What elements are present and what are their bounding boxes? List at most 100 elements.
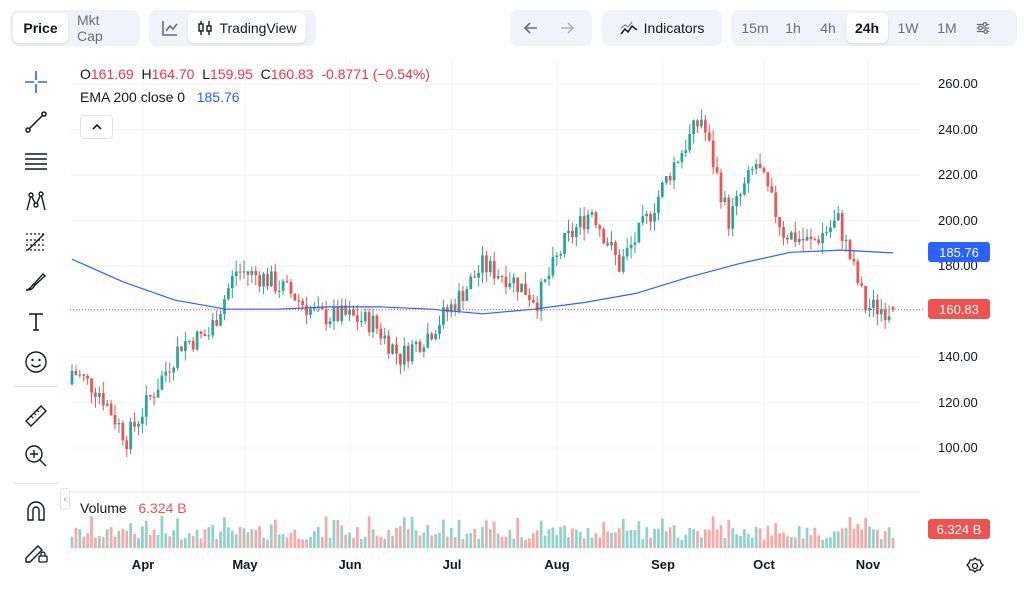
candle-body [477,272,480,278]
volume-bar [524,539,527,548]
trend-line-tool[interactable] [18,104,54,140]
volume-bar [723,537,727,548]
timeframe-4h[interactable]: 4h [820,20,836,36]
price-tab[interactable]: Price [13,13,68,43]
emoji-tool[interactable] [18,344,54,380]
timeframe-1h[interactable]: 1h [785,20,801,36]
time-tick-label: Apr [131,557,155,572]
timeframe-1m[interactable]: 1M [937,20,957,36]
candle-body [860,283,864,286]
volume-bar [574,529,578,548]
volume-bar [598,537,602,548]
candle-body [817,239,821,244]
candle-body [434,333,437,340]
volume-bar [547,529,551,548]
text-tool[interactable] [18,304,54,340]
volume-bar [680,539,684,548]
candle-body [246,271,250,275]
volume-bar [137,538,140,548]
volume-bar [168,536,172,548]
volume-bar [211,524,215,548]
volume-bar [715,529,719,548]
candle-body [297,300,301,302]
arrow-left-icon [523,22,537,34]
indicators-button[interactable]: Indicators [605,13,719,43]
candle-body [457,290,461,312]
candle-body [625,248,629,257]
crosshair-tool[interactable] [18,64,54,100]
candle-body [766,172,770,187]
candle-body [891,306,895,310]
arrow-right-icon [561,22,575,34]
volume-bar [520,537,523,548]
candle-body [868,307,871,311]
volume-bar [504,536,508,548]
collapse-legend-button[interactable] [80,115,113,139]
volume-bar [359,538,363,548]
magnet-tool[interactable] [18,494,54,530]
zoom-in-tool[interactable] [18,438,54,474]
volume-bar [442,519,445,548]
volume-bar [688,527,692,548]
candle-body [864,285,868,311]
undo-button[interactable] [513,13,549,43]
candle-body [348,309,351,315]
volume-bar [559,527,563,548]
pattern-tool[interactable] [18,184,54,220]
volume-bar [551,527,555,548]
candle-body [453,304,457,312]
ruler-tool[interactable] [18,398,54,434]
volume-bar [113,536,117,548]
candle-body [805,236,809,241]
ema-legend[interactable]: EMA 200 close 0 185.76 [80,89,240,105]
line-chart-button[interactable] [152,13,188,43]
fib-retracement-tool[interactable] [18,224,54,260]
undo-redo-group [510,10,592,46]
candle-body [473,276,477,278]
candle-body [664,176,668,183]
candle-body [676,161,680,163]
zoom-in-icon [25,445,47,467]
candle-body [336,306,340,322]
candle-body [672,162,676,181]
tradingview-button[interactable]: TradingView [188,13,306,43]
volume-bar [535,530,539,548]
candle-body [578,216,582,228]
candle-body [97,392,101,397]
candle-body [739,194,742,197]
candle-body [164,371,168,376]
candle-body [187,340,191,342]
candlestick-icon [198,21,213,35]
crosshair-icon [25,71,47,93]
volume-bar [832,531,836,548]
timeframe-1w[interactable]: 1W [897,20,919,36]
candle-body [621,256,625,272]
pane-resize-handle[interactable]: ‹ [60,488,70,510]
axis-settings-button[interactable] [962,553,988,579]
candle-body [156,389,160,398]
drawing-toolbar [0,56,72,597]
volume-bar [129,523,133,548]
volume-bar [262,537,265,548]
mktcap-tab[interactable]: Mkt Cap [77,12,103,44]
candle-body [391,344,394,354]
brush-tool[interactable] [18,264,54,300]
horizontal-lines-tool[interactable] [18,144,54,180]
lock-drawings-tool[interactable] [18,534,54,570]
candle-body [821,233,824,244]
gear-icon [966,557,984,573]
magnet-icon [27,501,45,521]
timeframe-15m[interactable]: 15m [741,20,769,36]
volume-bar [309,536,312,548]
line-chart-icon [162,21,178,36]
chart-settings-button[interactable] [966,13,1000,43]
volume-bar [531,533,535,548]
volume-value: 6.324 B [138,500,187,516]
candle-body [731,206,735,229]
timeframe-24h[interactable]: 24h [846,13,888,43]
candle-body [649,213,652,222]
redo-button[interactable] [549,13,585,43]
volume-bar [227,527,230,548]
volume-bar [313,531,316,548]
